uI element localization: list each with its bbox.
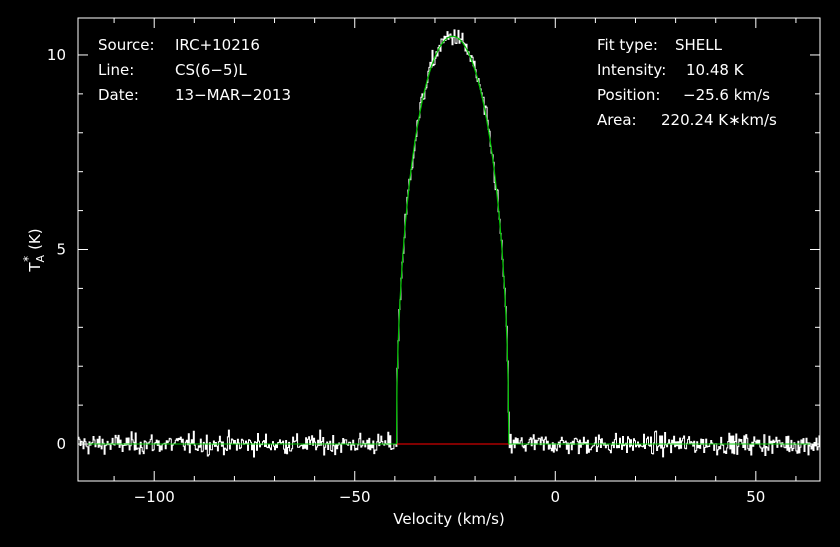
source-value: IRC+10216 (175, 36, 260, 54)
y-axis-label-sup: * (21, 256, 35, 262)
line-value: CS(6−5)L (175, 61, 247, 79)
fit-type-key: Fit type: (597, 36, 658, 54)
observed-spectrum-line (78, 29, 821, 458)
axis-ticks (78, 18, 820, 481)
y-axis-label-sub: A (34, 254, 47, 262)
svg-text:TA*(K): TA* (K) (21, 228, 47, 272)
x-tick-label: 50 (746, 488, 765, 506)
axis-tick-labels: −100 −50 0 50 0 5 10 (47, 46, 765, 506)
x-tick-label: −100 (134, 488, 175, 506)
x-tick-label: −50 (339, 488, 371, 506)
data-layer (78, 29, 821, 458)
fit-type-value: SHELL (675, 36, 723, 54)
date-value: 13−MAR−2013 (175, 86, 291, 104)
x-tick-label: 0 (551, 488, 561, 506)
y-tick-label: 10 (47, 46, 66, 64)
area-value: 220.24 K∗km/s (661, 111, 777, 129)
area-key: Area: (597, 111, 637, 129)
intensity-key: Intensity: (597, 61, 666, 79)
x-axis-label: Velocity (km/s) (393, 510, 504, 528)
y-axis-label-unit: (K) (26, 228, 44, 250)
y-tick-label: 0 (56, 435, 66, 453)
fit-curve (395, 35, 510, 445)
position-value: −25.6 km/s (683, 86, 770, 104)
source-key: Source: (98, 36, 155, 54)
info-left: Source: IRC+10216 Line: CS(6−5)L Date: 1… (98, 36, 291, 104)
info-right: Fit type: SHELL Intensity: 10.48 K Posit… (597, 36, 777, 129)
line-key: Line: (98, 61, 134, 79)
position-key: Position: (597, 86, 660, 104)
y-axis-label-main: T (26, 262, 44, 273)
y-axis-label: TA* (K) (21, 228, 47, 272)
intensity-value: 10.48 K (686, 61, 745, 79)
y-tick-label: 5 (56, 241, 66, 259)
date-key: Date: (98, 86, 139, 104)
